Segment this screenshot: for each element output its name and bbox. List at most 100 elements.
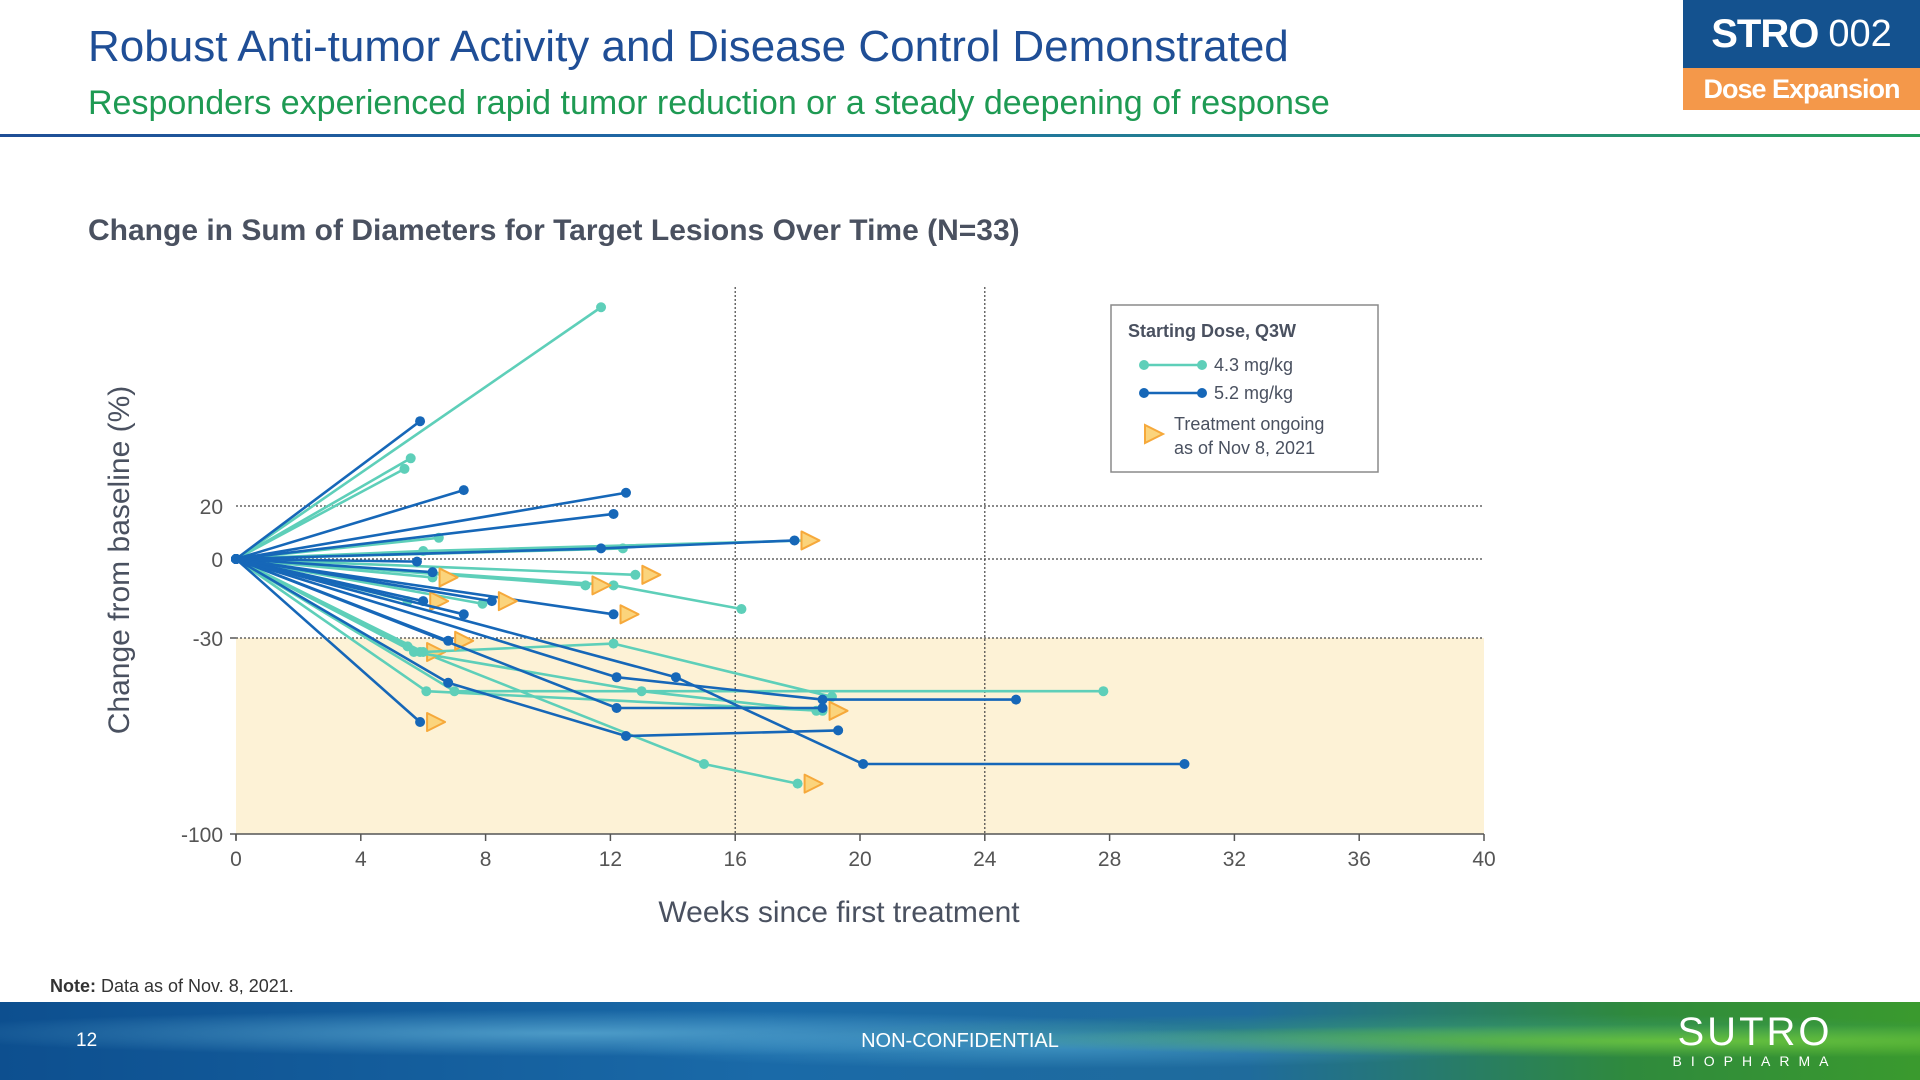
series-line (235, 557, 1185, 766)
data-point (427, 567, 438, 578)
data-point (486, 596, 497, 607)
data-point (411, 556, 422, 567)
data-point (458, 485, 469, 496)
legend-marker-4-3-start (1139, 360, 1149, 370)
ongoing-marker (438, 567, 459, 588)
y-tick-label: 0 (211, 549, 223, 572)
x-tick-label: 4 (355, 848, 367, 871)
ongoing-marker (426, 712, 447, 732)
footer-banner (0, 1002, 1920, 1080)
badge-program-name: STRO (1711, 11, 1819, 56)
response-zone (236, 638, 1484, 834)
data-point (1179, 759, 1190, 769)
data-point (699, 759, 709, 769)
x-axis-label: Weeks since first treatment (658, 896, 1020, 929)
data-point (736, 604, 747, 615)
footnote: Note: Data as of Nov. 8, 2021. (50, 976, 294, 997)
data-point (833, 725, 844, 736)
legend-label-4-3: 4.3 mg/kg (1214, 355, 1293, 375)
data-point (608, 609, 619, 620)
page-number: 12 (76, 1030, 98, 1051)
legend-marker-5-2-start (1139, 388, 1149, 398)
series-line (235, 306, 602, 561)
x-tick-label: 28 (1098, 848, 1121, 871)
chart-title: Change in Sum of Diameters for Target Le… (88, 214, 1020, 247)
patient-series (231, 302, 607, 564)
x-tick-labels: 0 4 8 12 16 20 24 28 32 36 40 (230, 834, 1496, 871)
series-line (235, 557, 433, 574)
data-point (458, 609, 469, 620)
data-point (408, 647, 419, 657)
legend-box (1110, 304, 1379, 473)
badge-phase: Dose Expansion (1683, 68, 1920, 110)
x-tick-label: 12 (599, 848, 622, 871)
slide-subtitle: Responders experienced rapid tumor reduc… (88, 84, 1330, 122)
patient-series (231, 554, 662, 585)
series-line (235, 491, 627, 561)
data-point (792, 778, 803, 789)
y-tick-label: 20 (200, 496, 223, 519)
data-point (1011, 694, 1021, 705)
series-line (235, 557, 1016, 701)
x-tick-label: 32 (1223, 848, 1246, 871)
data-point (670, 672, 681, 683)
logo-wordmark: SUTRO (1677, 1010, 1833, 1054)
x-tick-label: 24 (973, 848, 997, 871)
data-point (636, 686, 647, 697)
ongoing-marker (619, 604, 640, 625)
x-tick-label: 40 (1472, 848, 1495, 871)
y-tick-label: -30 (193, 628, 223, 651)
data-point (608, 508, 619, 519)
data-point (611, 703, 622, 713)
ongoing-marker (591, 575, 612, 596)
data-point (421, 686, 432, 697)
data-point (443, 677, 454, 688)
data-point (608, 580, 619, 591)
patient-series (231, 530, 821, 564)
program-badge: STRO 002 (1683, 0, 1920, 68)
ongoing-marker (641, 564, 662, 585)
header-divider (0, 134, 1920, 137)
badge-program-number: 002 (1828, 12, 1892, 55)
data-point (789, 535, 800, 546)
footnote-label: Note: (50, 976, 96, 996)
x-tick-label: 0 (230, 848, 242, 871)
data-point (399, 463, 410, 474)
y-tick-labels: 20 0 -30 -100 (181, 496, 236, 847)
series-line (235, 512, 614, 561)
data-point (596, 302, 607, 313)
legend: Starting Dose, Q3W 4.3 mg/kg 5.2 mg/kg T… (1110, 304, 1379, 473)
company-logo: SUTRO BIOPHARMA (1650, 1012, 1860, 1070)
ongoing-marker (497, 591, 518, 612)
y-tick-label: -100 (181, 824, 223, 847)
legend-title: Starting Dose, Q3W (1128, 321, 1296, 341)
ongoing-marker (800, 530, 821, 551)
legend-ongoing-line2: as of Nov 8, 2021 (1174, 438, 1315, 458)
ongoing-marker (828, 700, 849, 721)
data-point (231, 554, 241, 564)
data-point (630, 569, 641, 580)
series-line (235, 557, 839, 738)
data-point (596, 543, 607, 554)
series-line (235, 557, 417, 563)
patient-series (231, 554, 447, 732)
series-line (235, 488, 465, 561)
data-point (1098, 686, 1109, 697)
logo-subtext: BIOPHARMA (1672, 1053, 1838, 1069)
data-point (415, 416, 426, 427)
ongoing-marker (803, 773, 824, 794)
data-point (415, 717, 426, 727)
data-point (621, 487, 631, 498)
series-line (235, 557, 636, 577)
classification-label: NON-CONFIDENTIAL (861, 1030, 1059, 1052)
legend-marker-5-2-end (1197, 388, 1207, 398)
data-point (817, 703, 828, 713)
legend-marker-4-3-end (1197, 360, 1207, 370)
spider-plot: 0 4 8 12 16 20 24 28 32 36 40 20 0 -30 -100 Weeks sin… (103, 287, 1496, 929)
data-point (858, 759, 869, 769)
footnote-text: Data as of Nov. 8, 2021. (96, 976, 294, 996)
series-line (235, 557, 493, 603)
y-axis-label: Change from baseline (%) (103, 386, 136, 735)
ongoing-triangle-icon (1144, 423, 1166, 445)
series-lines (231, 302, 1190, 794)
